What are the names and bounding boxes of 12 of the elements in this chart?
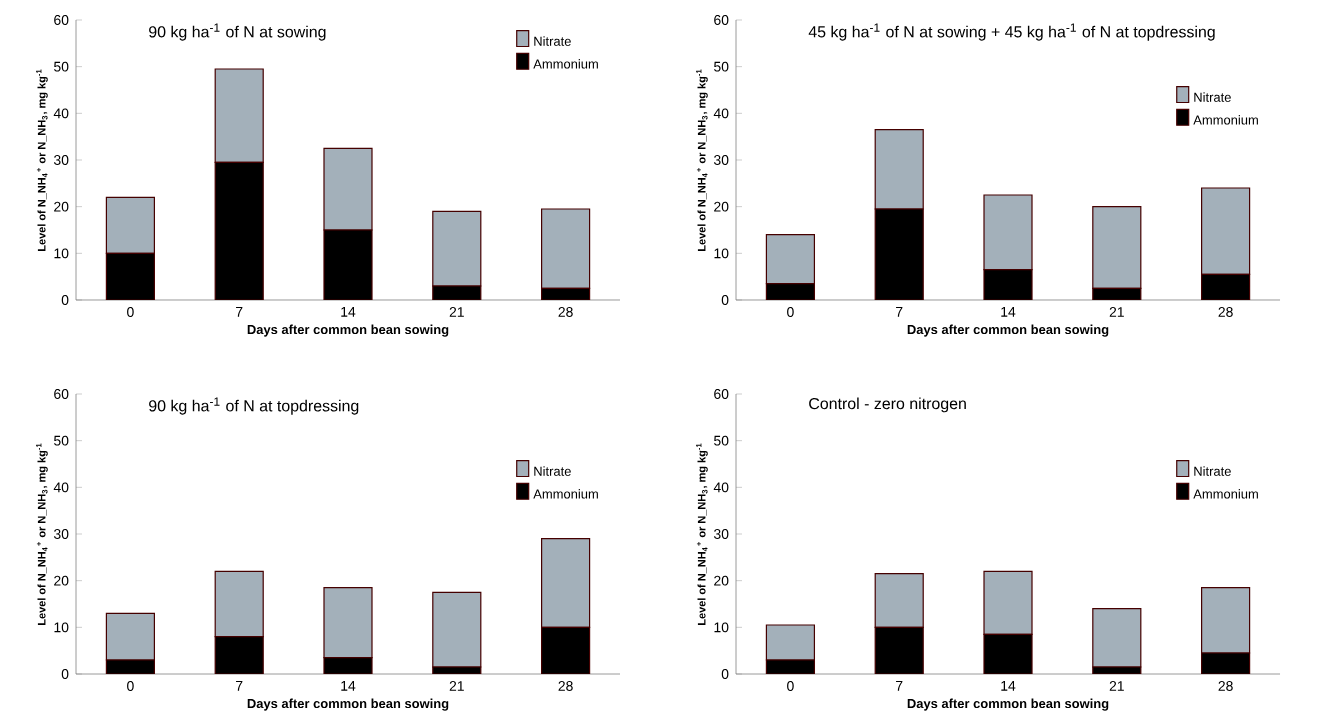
- bar: [214, 161, 264, 300]
- bar: [541, 626, 591, 674]
- bar: [766, 283, 815, 300]
- bar: [983, 633, 1033, 674]
- bar: [983, 269, 1033, 300]
- bar: [432, 210, 482, 287]
- bar: [323, 229, 373, 300]
- bar: [874, 626, 924, 674]
- bar: [1201, 273, 1251, 300]
- bar: [105, 252, 155, 300]
- bar: [214, 636, 264, 674]
- bar: [874, 208, 924, 300]
